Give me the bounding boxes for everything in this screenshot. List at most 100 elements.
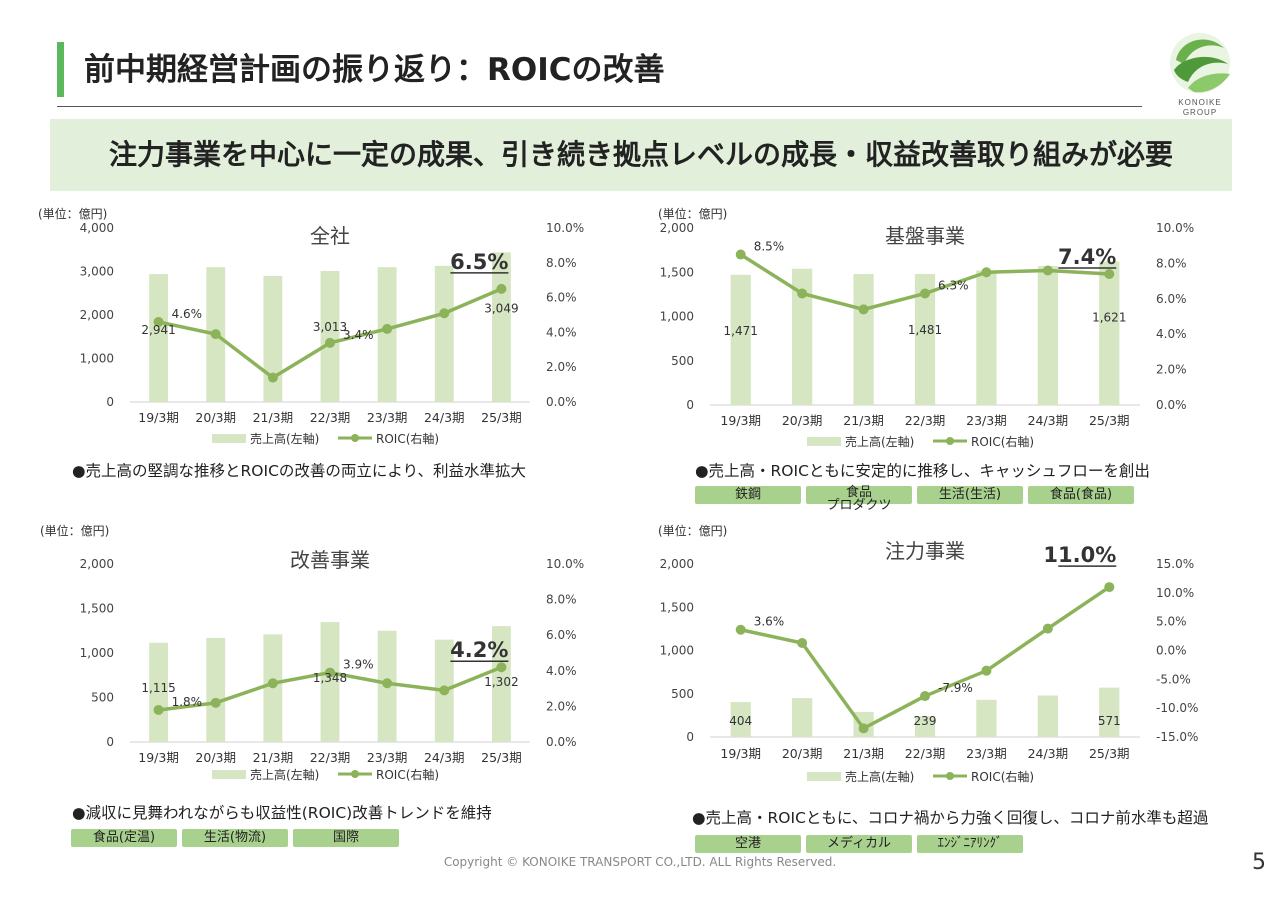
roic-value-label: 3.4%: [343, 328, 374, 342]
roic-point: [920, 288, 930, 299]
x-category-label: 19/3期: [138, 750, 179, 765]
y-left-tick-label: 1,500: [660, 265, 694, 279]
chart-title: 改善事業: [290, 548, 370, 572]
chart-focus-business: 注力事業 0 500 1,000 1,500 2,000 -15.0% -10.0% -5.0%…: [640, 535, 1230, 794]
legend-roic-label: ROIC(右軸): [376, 767, 439, 782]
segment-tag: 生活(生活): [917, 486, 1023, 504]
y-left-tick-label: 1,000: [80, 646, 114, 660]
x-category-label: 24/3期: [1028, 413, 1069, 428]
legend-sales-label: 売上高(左軸): [845, 769, 914, 784]
sales-value-label: 571: [1098, 714, 1121, 728]
sales-value-label: 1,302: [484, 675, 518, 689]
roic-point: [325, 337, 335, 348]
title-accent-bar: [57, 42, 64, 97]
unit-label: (単位：億円): [38, 207, 108, 221]
y-right-tick-label: 8.0%: [546, 256, 577, 270]
panel-note: ●売上高・ROICともに安定的に推移し、キャッシュフローを創出: [695, 462, 1150, 480]
roic-point: [496, 283, 507, 294]
panel-note: ●売上高の堅調な推移とROICの改善の両立により、利益水準拡大: [72, 462, 526, 480]
segment-tag: ｴﾝｼﾞﾆｱﾘﾝｸﾞ: [917, 835, 1023, 853]
roic-point: [267, 678, 278, 689]
x-category-label: 24/3期: [424, 410, 465, 425]
segment-tag: 食品(定温): [71, 829, 177, 847]
y-right-tick-label: 10.0%: [546, 557, 584, 571]
legend-roic-label: ROIC(右軸): [971, 769, 1034, 784]
chart-title: 全社: [310, 224, 350, 248]
y-right-tick-label: 6.0%: [546, 291, 577, 305]
y-right-tick-label: 2.0%: [546, 360, 577, 374]
y-left-tick-label: 1,000: [660, 310, 694, 324]
y-right-tick-label: 5.0%: [1156, 615, 1187, 629]
roic-value-label: 1.8%: [172, 695, 203, 709]
y-right-tick-label: 10.0%: [1156, 586, 1194, 600]
summary-banner-text: 注力事業を中心に一定の成果、引き続き拠点レベルの成長・収益改善取り組みが必要: [108, 138, 1173, 171]
sales-bar: [434, 265, 454, 402]
sales-bar: [976, 270, 997, 405]
roic-point: [858, 723, 869, 734]
x-category-label: 21/3期: [843, 746, 884, 761]
y-left-tick-label: 0: [686, 398, 694, 412]
title-divider: [57, 106, 1142, 107]
roic-point: [382, 678, 393, 689]
x-category-label: 25/3期: [481, 750, 522, 765]
roic-point: [210, 329, 221, 340]
x-category-label: 25/3期: [1089, 746, 1130, 761]
chart-title: 基盤事業: [885, 224, 965, 248]
sales-bar: [792, 268, 813, 405]
legend-line-marker: [351, 770, 359, 778]
y-left-tick-label: 1,000: [660, 644, 694, 658]
x-category-label: 22/3期: [905, 413, 946, 428]
x-category-label: 22/3期: [310, 750, 351, 765]
y-right-tick-label: 6.0%: [1156, 292, 1187, 306]
roic-value-label: 8.5%: [754, 240, 785, 254]
sales-value-label: 3,013: [313, 320, 347, 334]
x-category-label: 19/3期: [720, 746, 761, 761]
sales-bar: [149, 642, 168, 742]
unit-label: (単位：億円): [40, 524, 110, 538]
roic-point: [325, 667, 335, 678]
sales-value-label: 3,049: [484, 301, 518, 315]
roic-point: [1104, 269, 1115, 280]
x-category-label: 23/3期: [367, 410, 408, 425]
y-right-tick-label: -5.0%: [1156, 672, 1191, 686]
x-category-label: 23/3期: [966, 746, 1007, 761]
y-right-tick-label: 0.0%: [546, 395, 577, 409]
legend-sales-label: 売上高(左軸): [250, 767, 319, 782]
sales-value-label: 404: [729, 714, 752, 728]
sales-value-label: 1,348: [313, 671, 347, 685]
x-category-label: 22/3期: [905, 746, 946, 761]
roic-point: [1104, 582, 1115, 593]
sales-bar: [149, 274, 168, 402]
chart-company-wide: 全社 0 1,000 2,000 3,000 4,000 0.0% 2.0% 4.0% 6.0% 8…: [30, 215, 610, 464]
y-left-tick-label: 500: [671, 354, 694, 368]
roic-point: [267, 372, 278, 383]
y-right-tick-label: 0.0%: [1156, 398, 1187, 412]
y-right-tick-label: 2.0%: [546, 699, 577, 713]
roic-point: [735, 624, 746, 635]
roic-point: [797, 288, 808, 299]
x-category-label: 21/3期: [253, 410, 294, 425]
x-category-label: 19/3期: [720, 413, 761, 428]
segment-tag: 空港: [695, 835, 801, 853]
sales-value-label: 1,115: [141, 681, 175, 695]
copyright-text: Copyright © KONOIKE TRANSPORT CO.,LTD. A…: [443, 855, 837, 869]
chart-svg: 改善事業 0 500 1,000 1,500 2,000 0.0% 2.0% 4.0% 6.0% 8…: [80, 548, 584, 782]
roic-point: [210, 697, 221, 708]
roic-point: [153, 704, 164, 715]
x-category-label: 25/3期: [481, 410, 522, 425]
x-category-label: 21/3期: [253, 750, 294, 765]
unit-label: (単位：億円): [658, 207, 728, 221]
x-category-label: 24/3期: [1028, 746, 1069, 761]
sales-value-label: 239: [914, 714, 937, 728]
sales-bar: [792, 698, 813, 737]
chart-base-business: 基盤事業 0 500 1,000 1,500 2,000 0.0% 2.0% 4.0% 6.0% 8…: [640, 215, 1230, 464]
sales-value-label: 1,471: [724, 324, 758, 338]
sales-bar: [206, 637, 226, 742]
roic-point: [797, 638, 808, 649]
y-right-tick-label: 8.0%: [1156, 256, 1187, 270]
x-category-label: 22/3期: [310, 410, 351, 425]
x-category-label: 20/3期: [195, 410, 236, 425]
roic-value-label: 3.9%: [343, 658, 374, 672]
y-left-tick-label: 1,500: [660, 600, 694, 614]
y-left-tick-label: 0: [106, 735, 114, 749]
